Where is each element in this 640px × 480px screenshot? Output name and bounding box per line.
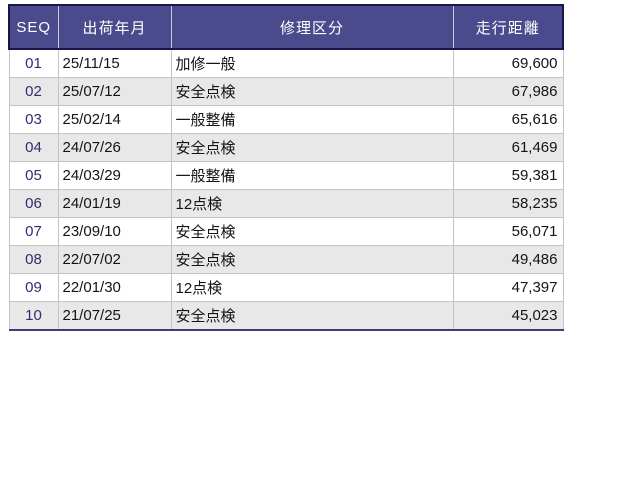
cell-repair-type: 一般整備: [170, 161, 454, 190]
cell-seq: 04: [8, 133, 59, 162]
cell-mileage: 49,486: [452, 245, 564, 274]
cell-mileage: 61,469: [452, 133, 564, 162]
cell-ship-date: 23/09/10: [57, 217, 172, 246]
cell-ship-date: 24/01/19: [57, 189, 172, 218]
table-row: 07 23/09/10 安全点検 56,071: [8, 217, 564, 246]
cell-seq: 07: [8, 217, 59, 246]
cell-ship-date: 25/02/14: [57, 105, 172, 134]
table-row: 01 25/11/15 加修一般 69,600: [8, 48, 564, 78]
table-row: 05 24/03/29 一般整備 59,381: [8, 161, 564, 190]
cell-seq: 06: [8, 189, 59, 218]
cell-mileage: 45,023: [452, 301, 564, 331]
cell-mileage: 69,600: [452, 48, 564, 78]
cell-mileage: 58,235: [452, 189, 564, 218]
cell-repair-type: 12点検: [170, 273, 454, 302]
cell-ship-date: 24/03/29: [57, 161, 172, 190]
cell-mileage: 56,071: [452, 217, 564, 246]
table-row: 08 22/07/02 安全点検 49,486: [8, 245, 564, 274]
cell-repair-type: 安全点検: [170, 133, 454, 162]
cell-ship-date: 21/07/25: [57, 301, 172, 331]
cell-repair-type: 安全点検: [170, 217, 454, 246]
cell-seq: 01: [8, 48, 59, 78]
cell-repair-type: 安全点検: [170, 245, 454, 274]
table-row: 03 25/02/14 一般整備 65,616: [8, 105, 564, 134]
cell-repair-type: 12点検: [170, 189, 454, 218]
cell-repair-type: 一般整備: [170, 105, 454, 134]
table-body: 01 25/11/15 加修一般 69,600 02 25/07/12 安全点検…: [8, 48, 564, 331]
cell-seq: 05: [8, 161, 59, 190]
cell-ship-date: 25/11/15: [57, 48, 172, 78]
cell-mileage: 67,986: [452, 77, 564, 106]
header-row: SEQ 出荷年月 修理区分 走行距離: [8, 4, 564, 50]
cell-repair-type: 加修一般: [170, 48, 454, 78]
header-ship-date: 出荷年月: [57, 4, 172, 50]
cell-seq: 08: [8, 245, 59, 274]
cell-seq: 02: [8, 77, 59, 106]
cell-seq: 09: [8, 273, 59, 302]
table-header: SEQ 出荷年月 修理区分 走行距離: [8, 4, 564, 50]
cell-mileage: 65,616: [452, 105, 564, 134]
cell-mileage: 47,397: [452, 273, 564, 302]
cell-repair-type: 安全点検: [170, 301, 454, 331]
header-seq: SEQ: [8, 4, 59, 50]
cell-mileage: 59,381: [452, 161, 564, 190]
header-repair-type: 修理区分: [170, 4, 454, 50]
cell-seq: 10: [8, 301, 59, 331]
table-row: 09 22/01/30 12点検 47,397: [8, 273, 564, 302]
table-row: 10 21/07/25 安全点検 45,023: [8, 301, 564, 331]
cell-ship-date: 22/07/02: [57, 245, 172, 274]
header-mileage: 走行距離: [452, 4, 564, 50]
cell-ship-date: 25/07/12: [57, 77, 172, 106]
cell-ship-date: 22/01/30: [57, 273, 172, 302]
cell-ship-date: 24/07/26: [57, 133, 172, 162]
cell-repair-type: 安全点検: [170, 77, 454, 106]
table-row: 06 24/01/19 12点検 58,235: [8, 189, 564, 218]
table-row: 04 24/07/26 安全点検 61,469: [8, 133, 564, 162]
cell-seq: 03: [8, 105, 59, 134]
table-row: 02 25/07/12 安全点検 67,986: [8, 77, 564, 106]
records-table: SEQ 出荷年月 修理区分 走行距離 01 25/11/15 加修一般 69,6…: [8, 4, 564, 331]
